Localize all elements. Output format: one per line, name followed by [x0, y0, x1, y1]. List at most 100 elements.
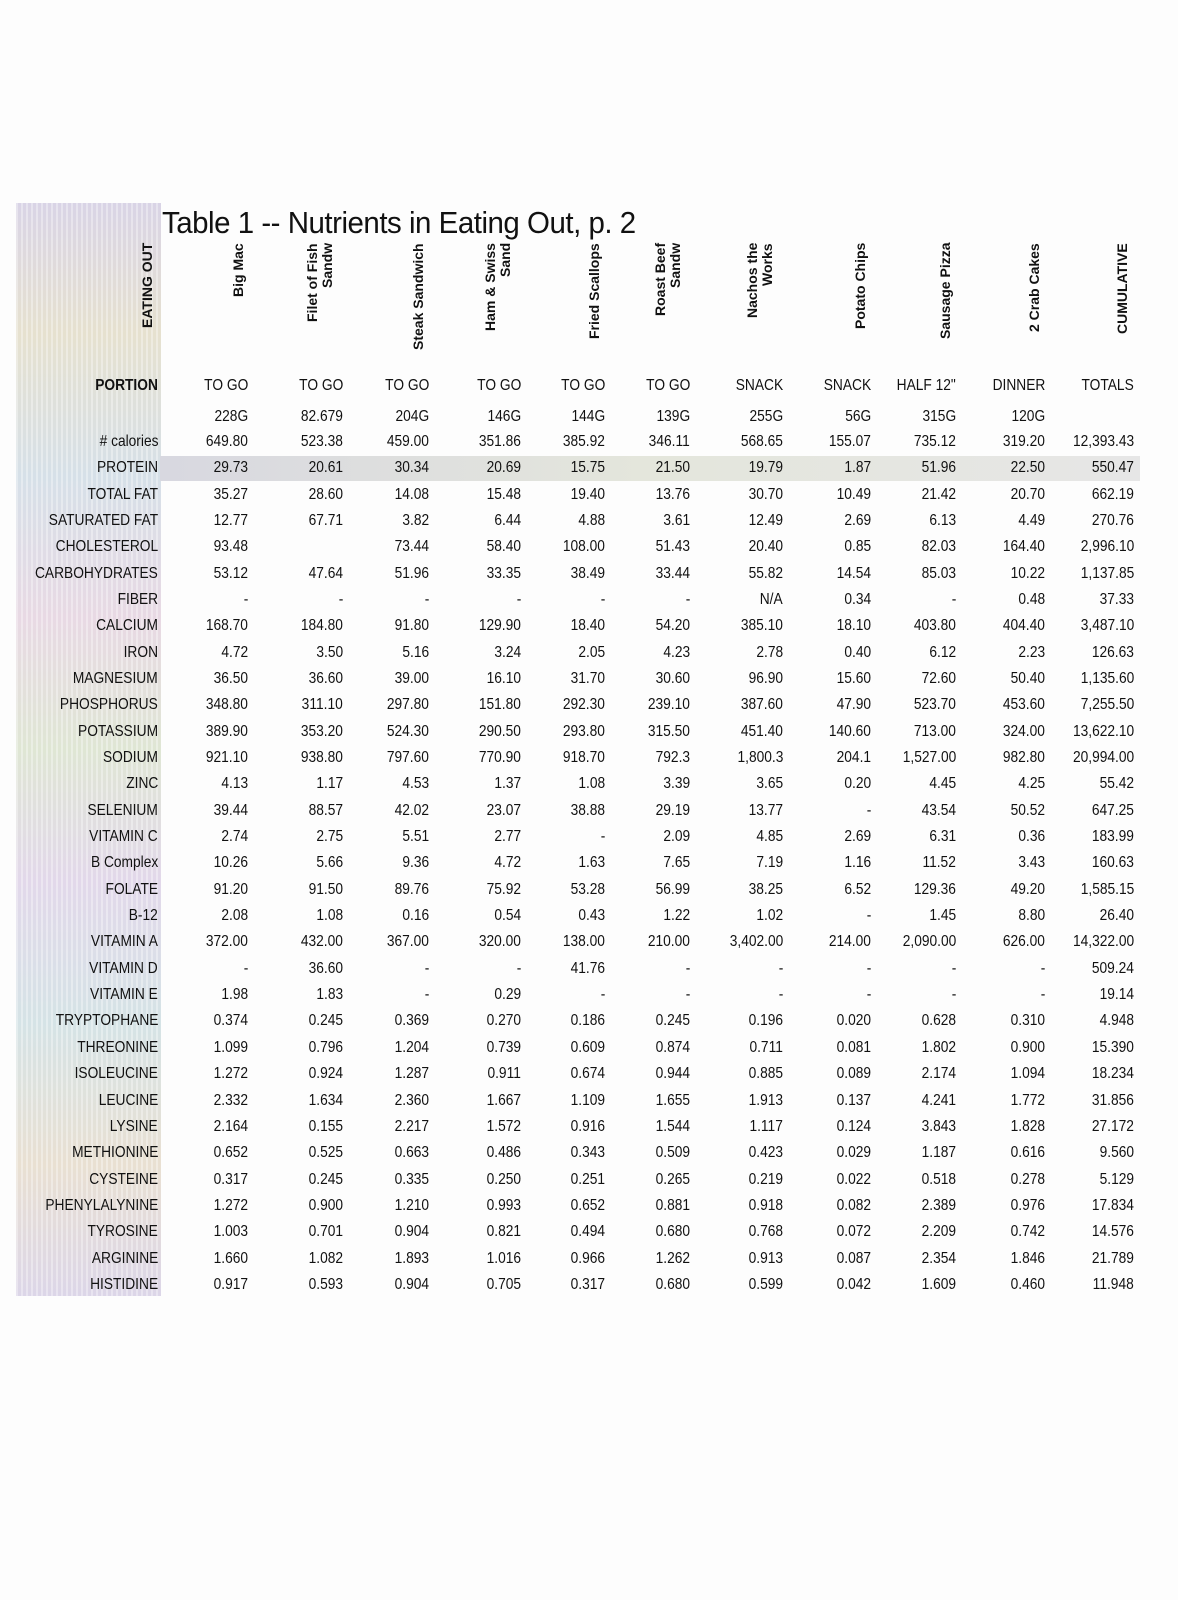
weight-cell: 204G — [395, 408, 429, 425]
table-cell: 0.742 — [1010, 1223, 1045, 1241]
row-label: B-12 — [128, 907, 158, 925]
table-cell: 9.560 — [1099, 1144, 1134, 1162]
table-cell: 2.69 — [844, 828, 871, 846]
table-cell: - — [866, 959, 871, 977]
table-cell: - — [778, 986, 783, 1004]
table-cell: 0.317 — [213, 1170, 248, 1188]
table-cell: 0.924 — [308, 1065, 343, 1083]
table-cell: 3.39 — [663, 775, 690, 793]
table-cell: - — [951, 591, 956, 609]
weight-cell: 146G — [487, 408, 521, 425]
table-cell: 348.80 — [205, 696, 248, 714]
row-label: PHOSPHORUS — [60, 696, 158, 714]
table-cell: 10.22 — [1010, 564, 1045, 582]
table-cell: 1.37 — [494, 775, 521, 793]
row-label: ZINC — [125, 775, 158, 793]
table-cell: 0.85 — [844, 538, 871, 556]
table-cell: 210.00 — [647, 933, 690, 951]
table-cell: 0.885 — [748, 1065, 783, 1083]
column-header: Nachos the Works — [744, 243, 775, 319]
table-cell: 2.78 — [756, 643, 783, 661]
table-cell: 0.48 — [1018, 591, 1045, 609]
table-cell: 20.69 — [486, 459, 521, 477]
table-cell: 0.369 — [394, 1012, 429, 1030]
table-cell: 33.35 — [486, 564, 521, 582]
table-cell: 39.44 — [213, 801, 248, 819]
table-cell: 1.802 — [921, 1038, 956, 1056]
table-cell: 315.50 — [647, 722, 690, 740]
table-cell: 1.094 — [1010, 1065, 1045, 1083]
table-cell: 91.50 — [308, 880, 343, 898]
table-cell: 0.821 — [486, 1223, 521, 1241]
table-cell: 0.137 — [836, 1091, 871, 1109]
portion-cell: HALF 12" — [896, 377, 956, 394]
table-cell: 0.525 — [308, 1144, 343, 1162]
row-label: VITAMIN C — [89, 828, 158, 846]
table-cell: 626.00 — [1002, 933, 1045, 951]
row-label: TYROSINE — [87, 1223, 158, 1241]
table-cell: 184.80 — [300, 617, 343, 635]
table-cell: 43.54 — [921, 801, 956, 819]
table-cell: 19.79 — [748, 459, 783, 477]
table-cell: 93.48 — [213, 538, 248, 556]
table-cell: 1.572 — [486, 1117, 521, 1135]
table-cell: 1.45 — [929, 907, 956, 925]
table-cell: 0.245 — [308, 1012, 343, 1030]
table-cell: 51.96 — [921, 459, 956, 477]
table-cell: 15.60 — [836, 670, 871, 688]
table-cell: 31.856 — [1091, 1091, 1134, 1109]
table-cell: 0.40 — [844, 643, 871, 661]
table-cell: 55.82 — [748, 564, 783, 582]
table-cell: 3.50 — [316, 643, 343, 661]
table-cell: 33.44 — [655, 564, 690, 582]
table-cell: 0.705 — [486, 1275, 521, 1293]
table-cell: 0.34 — [844, 591, 871, 609]
table-cell: 108.00 — [562, 538, 605, 556]
row-label: HISTIDINE — [89, 1275, 158, 1293]
table-cell: 21.50 — [655, 459, 690, 477]
table-cell: 22.50 — [1010, 459, 1045, 477]
table-cell: 404.40 — [1002, 617, 1045, 635]
table-cell: 0.509 — [655, 1144, 690, 1162]
table-cell: 0.966 — [570, 1249, 605, 1267]
table-cell: 297.80 — [386, 696, 429, 714]
row-label: VITAMIN A — [90, 933, 158, 951]
weight-cell: 315G — [922, 408, 956, 425]
table-cell: 432.00 — [300, 933, 343, 951]
table-cell: 5.129 — [1099, 1170, 1134, 1188]
column-header: Roast Beef Sandw — [652, 243, 683, 317]
table-cell: 1.003 — [213, 1223, 248, 1241]
portion-cell: TO GO — [645, 377, 690, 394]
table-cell: 367.00 — [386, 933, 429, 951]
table-cell: 792.3 — [655, 749, 690, 767]
table-cell: 30.34 — [394, 459, 429, 477]
table-cell: 0.486 — [486, 1144, 521, 1162]
table-cell: 30.60 — [655, 670, 690, 688]
table-cell: 2.69 — [844, 512, 871, 530]
portion-cell: TO GO — [203, 377, 248, 394]
table-cell: 1,585.15 — [1080, 880, 1134, 898]
table-cell: 1.667 — [486, 1091, 521, 1109]
table-cell: 2.09 — [663, 828, 690, 846]
table-cell: 0.343 — [570, 1144, 605, 1162]
table-cell: 38.25 — [748, 880, 783, 898]
table-cell: 75.92 — [486, 880, 521, 898]
table-cell: - — [1040, 959, 1045, 977]
weight-cell: 144G — [571, 408, 605, 425]
table-cell: 14.54 — [836, 564, 871, 582]
column-header: Ham & Swiss Sand — [482, 243, 513, 331]
table-cell: 1.262 — [655, 1249, 690, 1267]
row-label: TRYPTOPHANE — [55, 1012, 158, 1030]
table-cell: 0.739 — [486, 1038, 521, 1056]
table-cell: 2.354 — [921, 1249, 956, 1267]
table-cell: 1,135.60 — [1080, 670, 1134, 688]
weight-cell: 82.679 — [300, 408, 343, 425]
table-cell: N/A — [760, 591, 783, 609]
table-cell: 0.265 — [655, 1170, 690, 1188]
table-cell: 16.10 — [486, 670, 521, 688]
row-label: SELENIUM — [87, 801, 158, 819]
table-cell: 7.65 — [663, 854, 690, 872]
table-cell: 0.904 — [394, 1223, 429, 1241]
row-label: VITAMIN E — [90, 986, 158, 1004]
table-cell: 0.196 — [748, 1012, 783, 1030]
